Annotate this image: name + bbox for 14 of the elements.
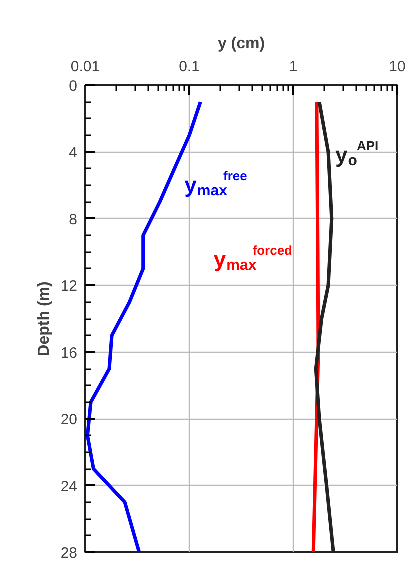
- y-tick-label: 4: [69, 144, 78, 162]
- x-axis-title: y (cm): [218, 36, 266, 52]
- y-tick-label: 20: [60, 412, 78, 429]
- y-tick-label: 12: [60, 278, 78, 296]
- y-tick-label: 8: [69, 211, 78, 228]
- y-tick-label: 16: [60, 344, 78, 362]
- y-tick-label: 0: [69, 78, 78, 95]
- x-tick-label: 0.01: [70, 58, 100, 76]
- y-axis-title: Depth (m): [36, 282, 53, 356]
- y-tick-label: 28: [60, 545, 78, 561]
- x-tick-label: 0.1: [179, 58, 200, 76]
- y-tick-label: 24: [60, 478, 78, 496]
- x-tick-label: 1: [289, 58, 298, 76]
- x-tick-label: 10: [389, 58, 406, 76]
